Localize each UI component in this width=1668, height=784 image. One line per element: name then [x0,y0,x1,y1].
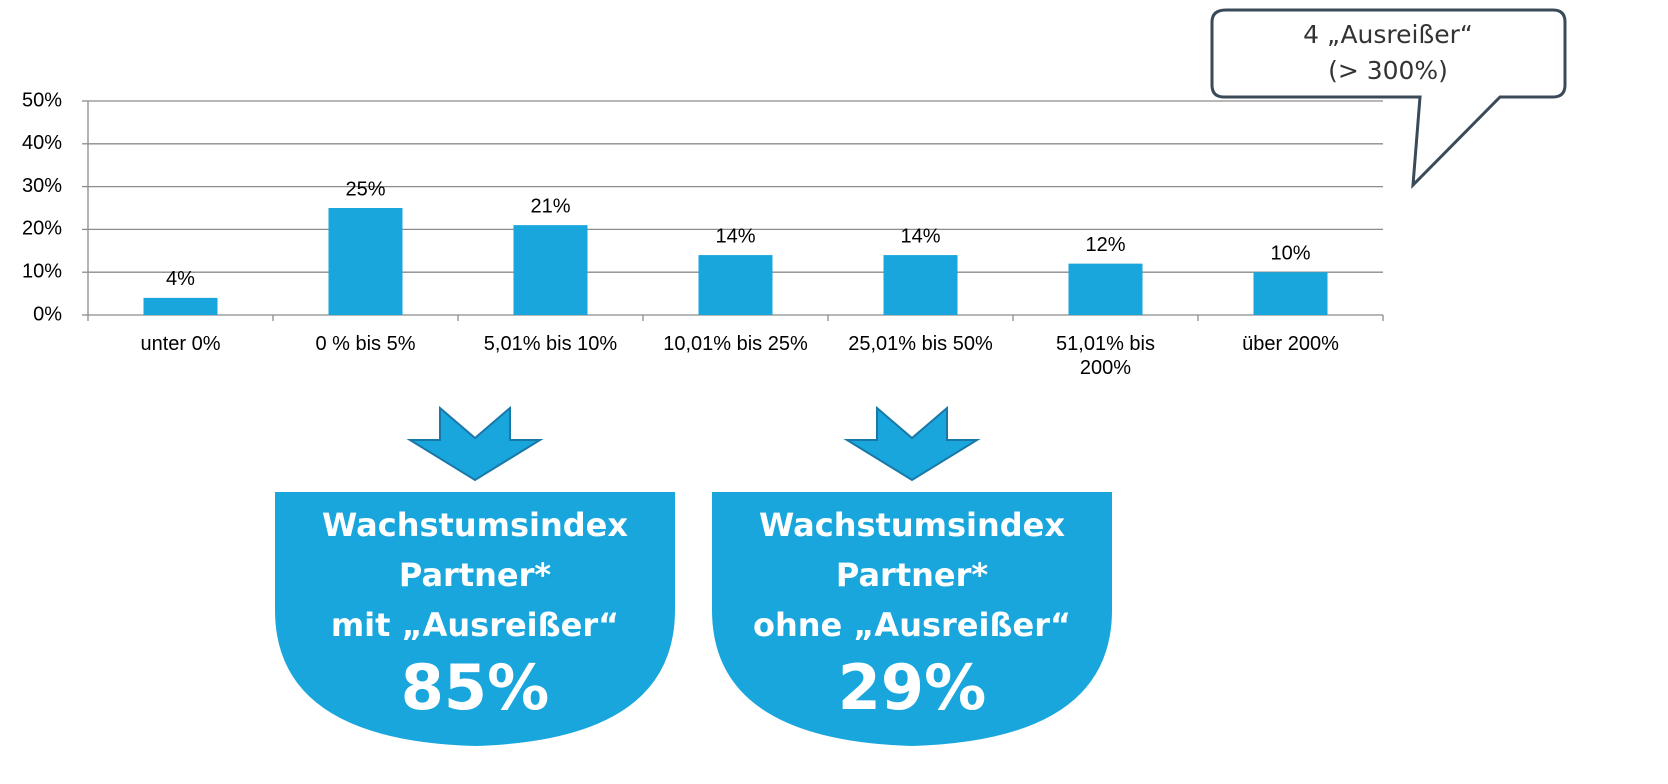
box-text: Partner* [399,556,552,594]
x-tick-label: unter 0% [140,333,221,355]
callout-text: 4 „Ausreißer“ [1303,20,1473,49]
value-label: 14% [715,225,755,247]
y-tick-label: 30% [22,175,62,197]
value-label: 21% [530,195,570,217]
box-text: mit „Ausreißer“ [331,606,619,644]
bar [883,255,958,315]
x-tick-label: über 200% [1242,333,1339,355]
bar [698,255,773,315]
box-text: Partner* [836,556,989,594]
result-box [275,492,675,746]
y-tick-label: 40% [22,132,62,154]
box-text: ohne „Ausreißer“ [753,606,1071,644]
result-box [712,492,1112,746]
box-text: Wachstumsindex [759,506,1065,544]
arrows [406,405,981,482]
y-tick-label: 0% [33,303,62,325]
x-tick-label: 51,01% bis 200% [1056,333,1155,379]
value-label: 14% [900,225,940,247]
bar [143,297,218,315]
bar [1253,272,1328,315]
x-tick-label: 0 % bis 5% [315,333,416,355]
box-value: 29% [838,651,986,724]
x-tick-label: 5,01% bis 10% [483,333,618,355]
value-label: 10% [1270,242,1310,264]
bar [328,208,403,315]
callout-text: (> 300%) [1328,56,1448,85]
box-text: Wachstumsindex [322,506,628,544]
y-tick-label: 10% [22,260,62,282]
box-value: 85% [401,651,549,724]
y-tick-label: 50% [22,89,62,111]
bar [513,225,588,315]
down-arrow [406,405,544,482]
y-tick-label: 20% [22,218,62,240]
value-label: 12% [1085,234,1125,256]
down-arrow [843,405,981,482]
x-tick-label: 25,01% bis 50% [848,333,993,355]
bar [1068,263,1143,315]
value-label: 25% [345,178,385,200]
x-tick-label: 10,01% bis 25% [663,333,808,355]
callout-bubble [1210,8,1567,189]
value-label: 4% [166,268,195,290]
